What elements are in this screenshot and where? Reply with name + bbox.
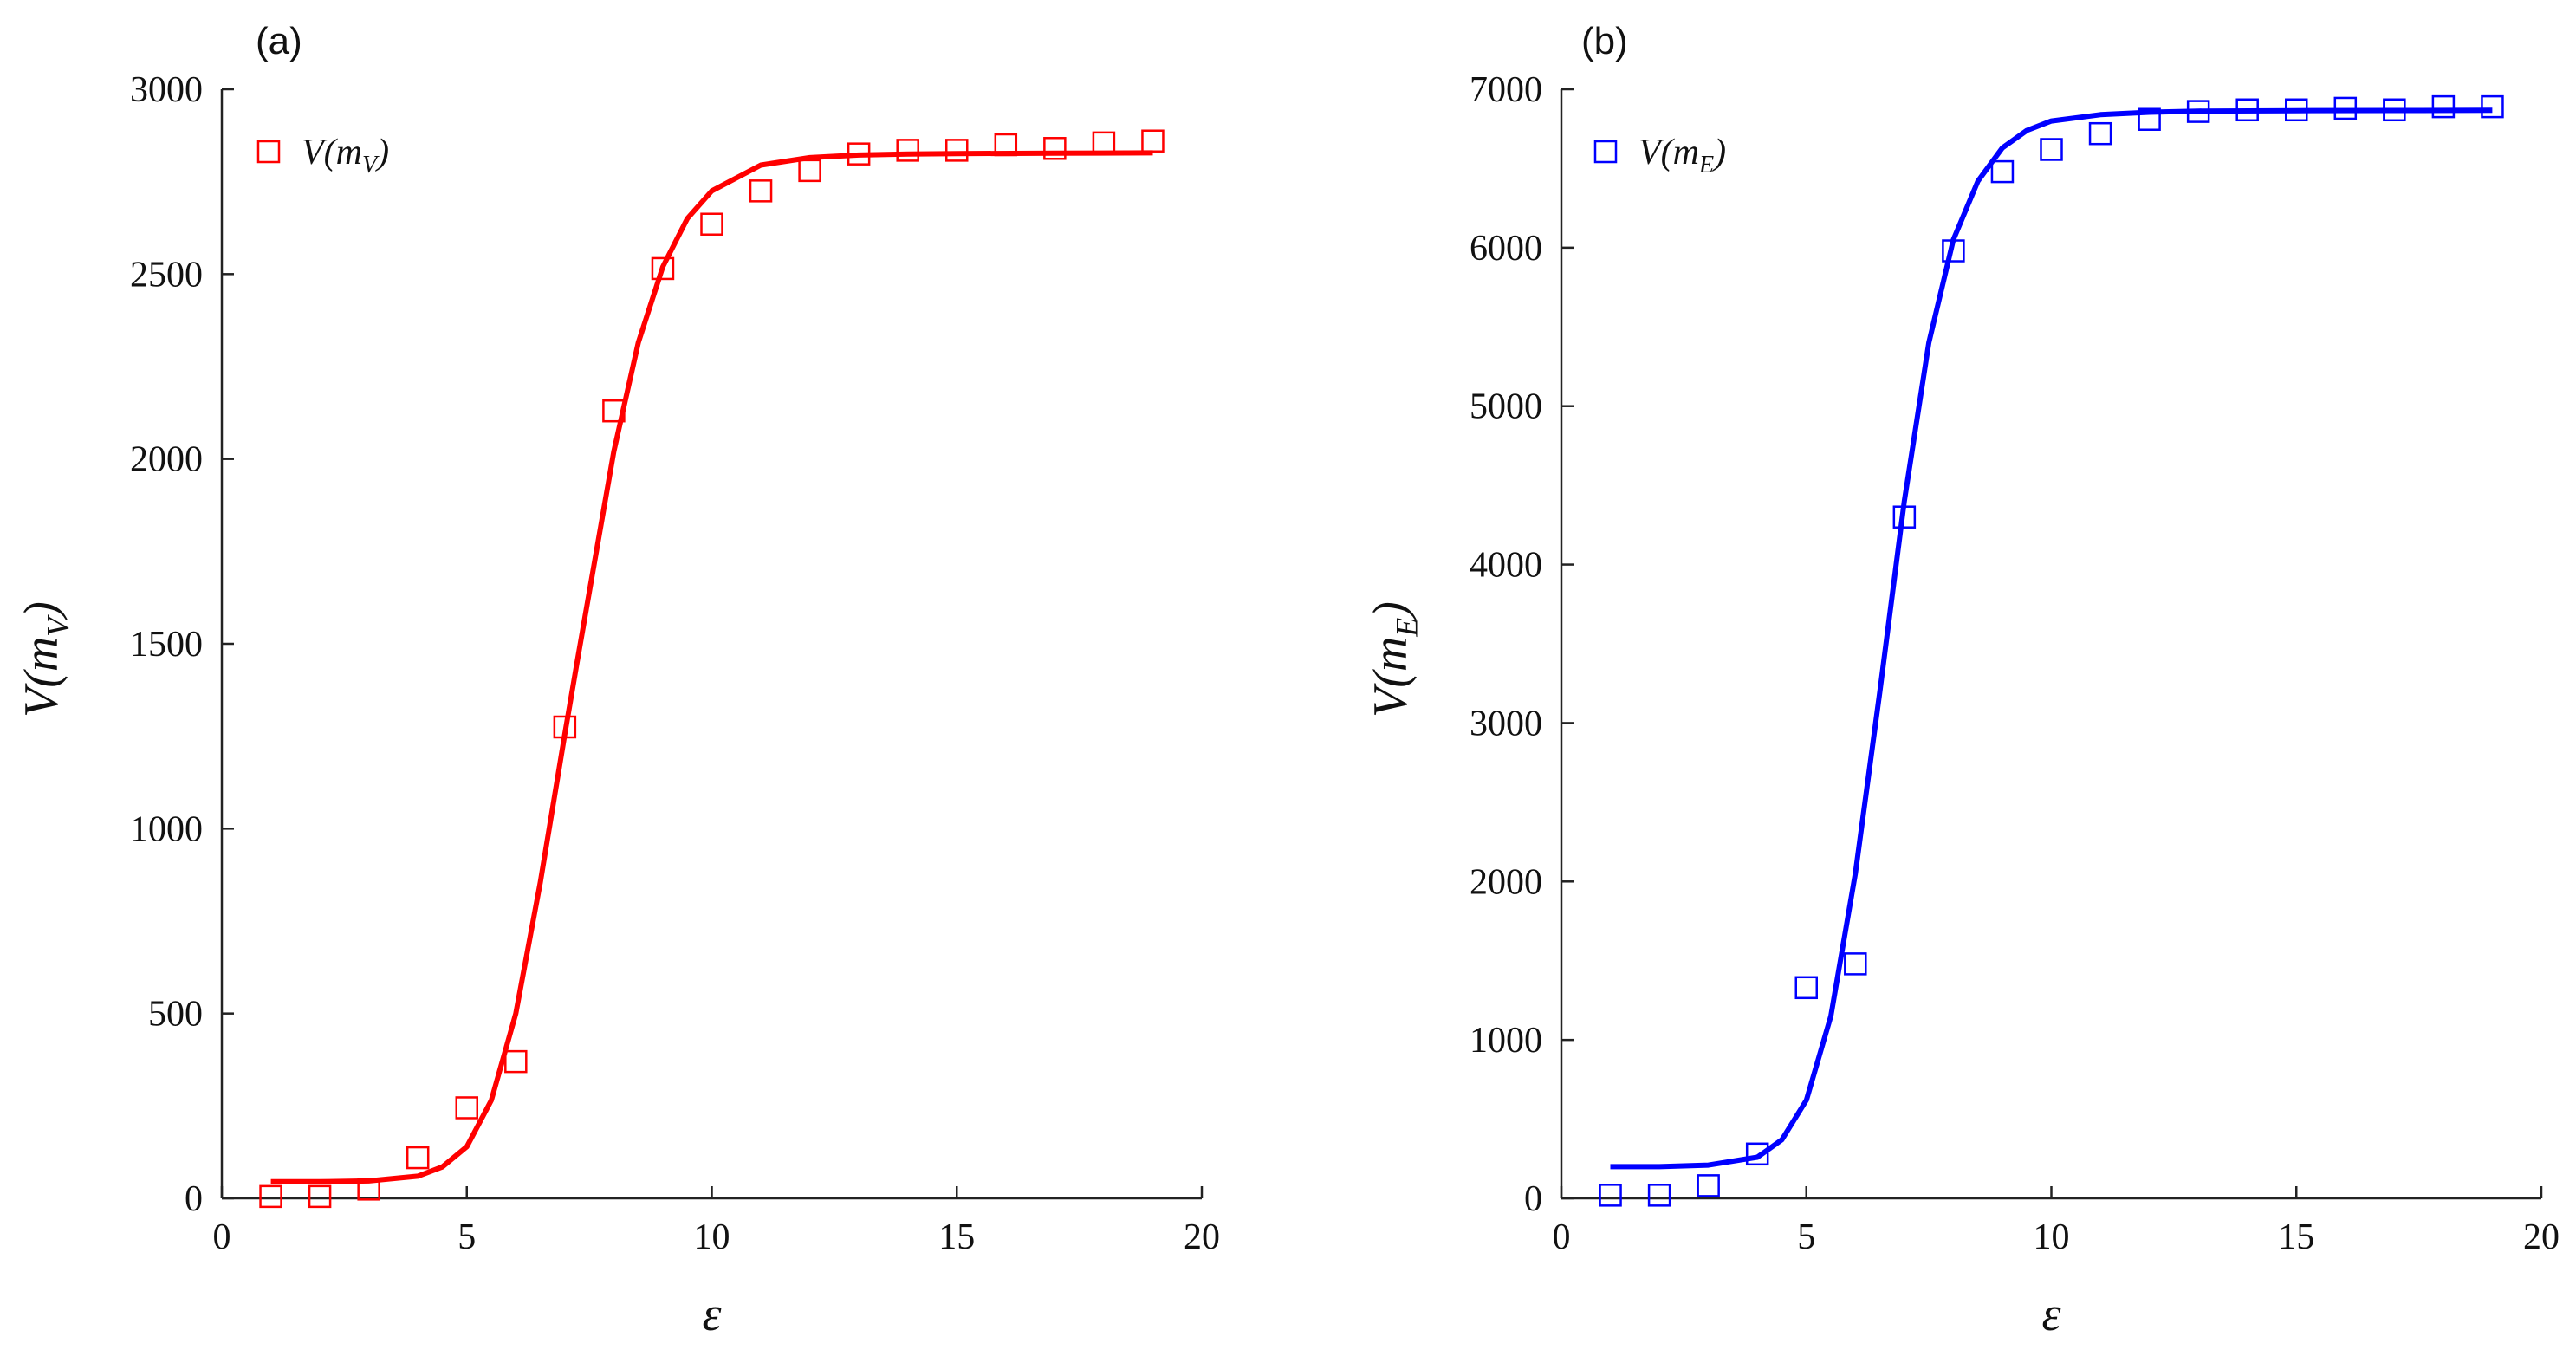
a-y-tick-label: 500: [148, 995, 203, 1035]
b-y-tick-label: 0: [1524, 1179, 1542, 1219]
a-data-point: [504, 1049, 528, 1074]
b-data-point: [2138, 107, 2161, 131]
a-x-tick-label: 0: [213, 1217, 231, 1257]
a-x-tick-label: 10: [694, 1217, 730, 1257]
b-panel-label: (b): [1581, 20, 1628, 62]
a-data-point: [896, 139, 919, 162]
b-data-point: [1990, 159, 2015, 184]
b-y-tick-label: 6000: [1470, 229, 1542, 269]
a-data-point: [945, 139, 969, 162]
a-data-point: [1092, 131, 1116, 155]
a-data-point: [357, 1178, 380, 1201]
panel-a-chart: 0 5 10 15 20 0 500 1000 1500 2000 2500 3000 (a) ε V(mV…: [15, 20, 1220, 1341]
b-data-point: [1697, 1174, 1720, 1197]
b-data-point: [1794, 976, 1818, 1000]
b-y-tick-label: 2000: [1470, 862, 1542, 902]
a-data-point: [602, 399, 626, 423]
a-y-tick-label: 2500: [130, 255, 203, 295]
a-data-point: [1141, 129, 1165, 153]
b-x-tick-label: 10: [2034, 1217, 2070, 1257]
b-data-point: [2285, 98, 2308, 122]
a-legend-marker: [256, 140, 281, 164]
a-data-point: [455, 1096, 478, 1120]
b-x-axis-label: ε: [2041, 1288, 2061, 1341]
a-y-tick-label: 0: [185, 1179, 203, 1219]
b-data-point: [1942, 239, 1965, 263]
a-data-point: [553, 715, 577, 739]
b-data-point: [1599, 1184, 1622, 1207]
b-data-point: [2481, 94, 2504, 119]
b-legend-label: V(mE): [1638, 133, 1726, 178]
a-y-tick-label: 1000: [130, 809, 203, 849]
a-data-point: [406, 1146, 430, 1170]
b-y-tick-label: 1000: [1470, 1021, 1542, 1061]
b-data-point: [1745, 1142, 1769, 1166]
panel-b-chart: 0 5 10 15 20 0 1000 2000 3000 4000 5000 6000 7000 (b)…: [1364, 20, 2560, 1341]
b-y-tick-label: 5000: [1470, 387, 1542, 427]
a-y-tick-label: 3000: [130, 70, 203, 110]
a-data-point: [259, 1184, 282, 1209]
b-y-tick-label: 7000: [1470, 70, 1542, 110]
b-data-point: [2383, 98, 2406, 122]
b-data-point: [1647, 1184, 1671, 1207]
a-data-point: [847, 142, 871, 166]
a-y-tick-label: 1500: [130, 625, 203, 665]
a-data-point: [651, 256, 675, 281]
a-panel-label: (a): [256, 20, 302, 62]
a-data-point: [700, 212, 723, 236]
b-x-tick-label: 20: [2523, 1217, 2560, 1257]
b-y-tick-label: 4000: [1470, 546, 1542, 586]
a-legend-label: V(mV): [302, 133, 389, 178]
a-fit-curve: [270, 150, 1153, 1184]
b-legend-marker: [1593, 140, 1618, 164]
a-x-tick-label: 20: [1184, 1217, 1220, 1257]
a-data-point: [798, 159, 821, 183]
b-x-tick-label: 5: [1797, 1217, 1815, 1257]
b-x-tick-label: 0: [1553, 1217, 1571, 1257]
b-data-point: [2186, 100, 2210, 123]
b-y-axis-label: V(mE): [1364, 601, 1424, 717]
a-x-tick-label: 5: [457, 1217, 476, 1257]
a-data-point: [749, 179, 773, 203]
a-x-tick-label: 15: [938, 1217, 975, 1257]
b-data-point: [2040, 138, 2063, 161]
b-data-point: [2333, 96, 2358, 120]
b-data-point: [2088, 121, 2112, 146]
a-x-axis-label: ε: [702, 1288, 722, 1341]
a-data-point: [308, 1184, 332, 1209]
b-data-point: [2431, 94, 2456, 119]
a-data-point: [1043, 137, 1067, 160]
b-data-point: [1844, 952, 1867, 976]
b-data-point: [1892, 505, 1917, 529]
a-y-axis-label: V(mV): [15, 601, 75, 717]
b-y-tick-label: 3000: [1470, 704, 1542, 743]
b-x-tick-label: 15: [2278, 1217, 2314, 1257]
a-y-tick-label: 2000: [130, 440, 203, 480]
a-data-point: [994, 133, 1018, 157]
b-fit-curve: [1610, 107, 2493, 1170]
b-data-point: [2235, 98, 2259, 122]
